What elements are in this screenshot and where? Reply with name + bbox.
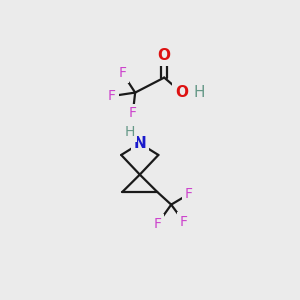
Text: F: F [118,66,126,80]
Text: H: H [193,85,205,100]
Text: F: F [184,187,193,201]
Text: F: F [108,89,116,103]
Text: N: N [134,136,146,151]
Text: F: F [153,217,161,231]
Text: F: F [129,106,137,120]
Text: O: O [175,85,188,100]
Text: O: O [158,48,171,63]
Text: H: H [124,125,134,139]
Text: F: F [180,215,188,229]
